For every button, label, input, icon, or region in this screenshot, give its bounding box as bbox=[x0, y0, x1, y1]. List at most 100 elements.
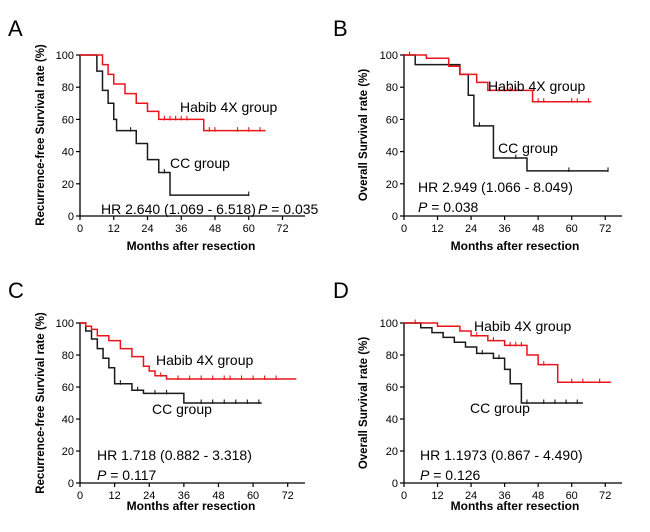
hazard-ratio: HR 2.949 (1.066 - 8.049) bbox=[418, 179, 573, 195]
x-tick-label: 72 bbox=[599, 490, 611, 502]
survival-curve bbox=[80, 54, 266, 132]
x-axis-label: Months after resection bbox=[127, 239, 256, 253]
y-tick-label: 0 bbox=[68, 478, 74, 490]
y-axis-label: Recurrence-free Survival rate (%) bbox=[35, 312, 47, 494]
series-label-habib-4x: Habib 4X group bbox=[156, 352, 254, 368]
y-axis-label: Overall Survival rate (%) bbox=[358, 337, 370, 469]
x-tick-label: 12 bbox=[108, 223, 120, 235]
y-tick-label: 40 bbox=[62, 414, 74, 426]
p-value: P = 0.038 bbox=[418, 199, 479, 215]
y-tick-label: 100 bbox=[56, 318, 74, 330]
x-tick-label: 72 bbox=[282, 490, 294, 502]
x-tick-label: 60 bbox=[243, 223, 255, 235]
x-tick-label: 36 bbox=[498, 223, 510, 235]
series-cc bbox=[80, 54, 250, 197]
y-tick-label: 60 bbox=[386, 382, 398, 394]
p-value-number: = 0.038 bbox=[427, 199, 478, 215]
y-tick-label: 40 bbox=[386, 147, 398, 159]
x-tick-label: 12 bbox=[431, 223, 443, 235]
series-habib-4x bbox=[80, 322, 297, 380]
hazard-ratio: HR 2.640 (1.069 - 6.518) bbox=[101, 201, 256, 217]
x-axis-label: Months after resection bbox=[127, 499, 256, 513]
x-tick-label: 0 bbox=[401, 490, 407, 502]
x-tick-label: 60 bbox=[566, 490, 578, 502]
p-value-number: = 0.035 bbox=[267, 201, 318, 217]
y-axis-label: Overall Survival rate (%) bbox=[358, 69, 370, 201]
y-axis-label: Recurrence-free Survival rate (%) bbox=[35, 44, 47, 226]
y-tick-label: 60 bbox=[62, 382, 74, 394]
panel-letter: C bbox=[8, 278, 24, 303]
y-tick-label: 0 bbox=[392, 478, 398, 490]
hazard-ratio: HR 1.1973 (0.867 - 4.490) bbox=[420, 447, 583, 463]
x-tick-label: 0 bbox=[77, 490, 83, 502]
p-value: P = 0.035 bbox=[258, 201, 319, 217]
x-tick-label: 36 bbox=[175, 223, 187, 235]
x-tick-label: 12 bbox=[431, 490, 443, 502]
survival-curve bbox=[404, 54, 609, 172]
y-tick-label: 100 bbox=[56, 50, 74, 62]
x-tick-label: 48 bbox=[532, 223, 544, 235]
p-value-symbol: P bbox=[97, 467, 107, 483]
p-value-number: = 0.126 bbox=[429, 467, 480, 483]
y-tick-label: 20 bbox=[386, 179, 398, 191]
hazard-ratio: HR 1.718 (0.882 - 3.318) bbox=[97, 447, 252, 463]
panel-letter: B bbox=[333, 16, 348, 41]
series-label-habib-4x: Habib 4X group bbox=[180, 99, 278, 115]
y-tick-label: 100 bbox=[380, 318, 398, 330]
series-habib-4x bbox=[404, 319, 611, 384]
series-label-cc: CC group bbox=[470, 400, 530, 416]
x-tick-label: 48 bbox=[212, 490, 224, 502]
p-value-symbol: P bbox=[258, 201, 268, 217]
series-label-habib-4x: Habib 4X group bbox=[474, 318, 572, 334]
p-value-symbol: P bbox=[418, 199, 428, 215]
y-tick-label: 0 bbox=[68, 211, 74, 223]
y-tick-label: 40 bbox=[62, 147, 74, 159]
y-tick-label: 20 bbox=[62, 446, 74, 458]
series-cc bbox=[404, 322, 583, 404]
y-tick-label: 20 bbox=[386, 446, 398, 458]
y-tick-label: 60 bbox=[62, 114, 74, 126]
x-tick-label: 60 bbox=[247, 490, 259, 502]
y-tick-label: 40 bbox=[386, 414, 398, 426]
panel-d: D 0 20 40 60 80 100 0 12 24 36 48 60 72 Months after r… bbox=[333, 278, 622, 513]
panel-letter: A bbox=[8, 16, 23, 41]
p-value: P = 0.126 bbox=[420, 467, 481, 483]
survival-curve bbox=[404, 54, 592, 103]
series-cc bbox=[80, 322, 262, 404]
panel-b: B 0 20 40 60 80 100 0 12 24 36 48 60 72 Months after r… bbox=[333, 16, 622, 253]
x-tick-label: 24 bbox=[143, 490, 155, 502]
panel-c: C 0 20 40 60 80 100 0 12 24 36 48 60 72 Months after r… bbox=[8, 278, 305, 513]
y-tick-label: 60 bbox=[386, 114, 398, 126]
y-tick-label: 80 bbox=[386, 82, 398, 94]
panel-letter: D bbox=[333, 278, 349, 303]
x-tick-label: 72 bbox=[599, 223, 611, 235]
survival-curve bbox=[80, 54, 249, 196]
survival-curve bbox=[80, 322, 297, 380]
survival-curve bbox=[404, 322, 583, 404]
y-tick-label: 80 bbox=[62, 82, 74, 94]
y-tick-label: 0 bbox=[392, 211, 398, 223]
series-cc bbox=[404, 54, 609, 172]
x-axis-label: Months after resection bbox=[451, 499, 580, 513]
panel-a: A 0 20 40 60 80 100 0 12 24 36 48 60 72 Months after r… bbox=[8, 16, 319, 253]
x-tick-label: 36 bbox=[498, 490, 510, 502]
survival-curve bbox=[404, 322, 611, 383]
y-tick-label: 20 bbox=[62, 179, 74, 191]
series-label-habib-4x: Habib 4X group bbox=[488, 78, 586, 94]
x-tick-label: 60 bbox=[566, 223, 578, 235]
p-value-symbol: P bbox=[420, 467, 430, 483]
x-tick-label: 36 bbox=[178, 490, 190, 502]
series-habib-4x bbox=[80, 54, 266, 132]
x-tick-label: 0 bbox=[401, 223, 407, 235]
p-value-number: = 0.117 bbox=[106, 467, 156, 483]
x-tick-label: 48 bbox=[532, 490, 544, 502]
series-label-cc: CC group bbox=[152, 401, 212, 417]
y-tick-label: 80 bbox=[62, 350, 74, 362]
x-tick-label: 48 bbox=[209, 223, 221, 235]
x-tick-label: 24 bbox=[141, 223, 153, 235]
x-tick-label: 12 bbox=[108, 490, 120, 502]
x-tick-label: 0 bbox=[77, 223, 83, 235]
series-label-cc: CC group bbox=[498, 140, 558, 156]
x-tick-label: 72 bbox=[276, 223, 288, 235]
